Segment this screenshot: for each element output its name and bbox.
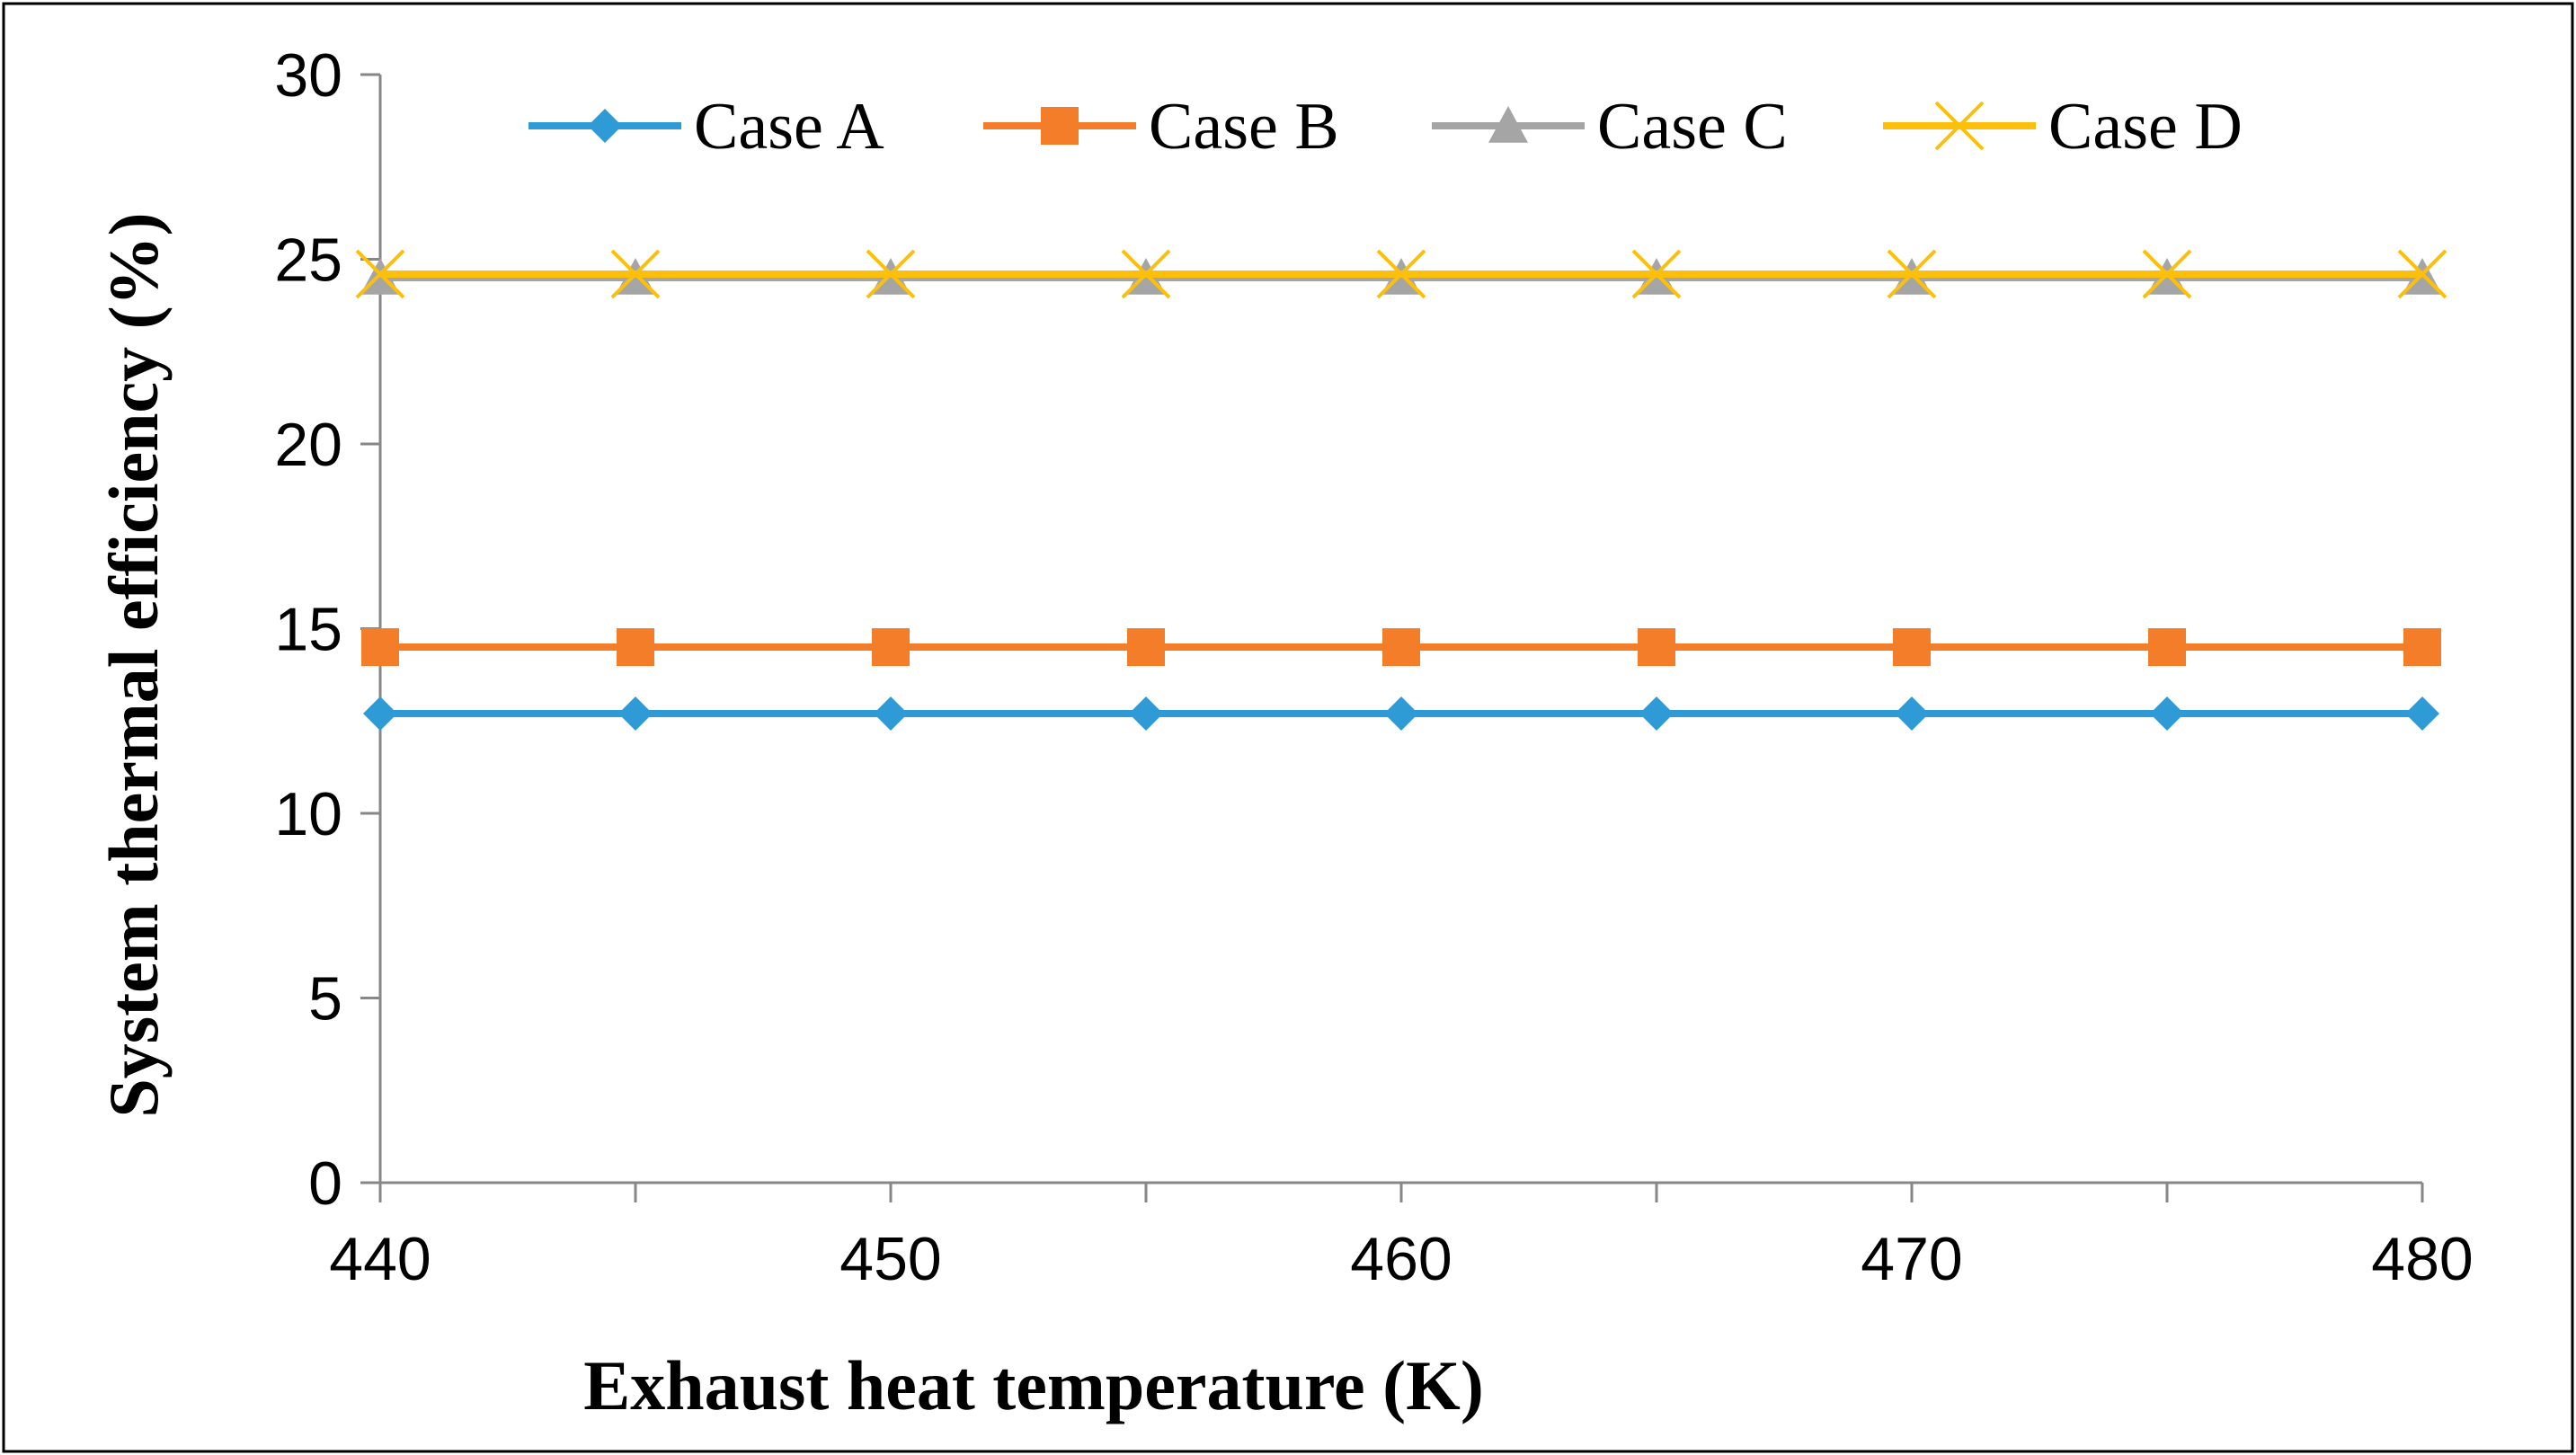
legend-label-case-d: Case D [2048, 90, 2243, 164]
y-tick-label: 15 [274, 596, 342, 664]
legend-marker-case-d [1934, 101, 1985, 151]
data-point-case-b [2403, 628, 2441, 667]
legend-item-case-a: Case A [529, 90, 884, 164]
axes: 0 5 10 15 20 25 30 440 450 460 470 480 [274, 41, 2473, 1293]
data-point-case-a [363, 696, 397, 732]
data-point-case-a [1384, 696, 1418, 732]
x-tick-label: 480 [2371, 1225, 2473, 1293]
legend-marker-case-a [588, 109, 622, 143]
data-point-case-b [617, 628, 654, 667]
series-case-b [361, 628, 2441, 667]
data-point-case-a [1895, 696, 1929, 732]
data-point-case-b [2148, 628, 2186, 667]
data-point-case-b [1127, 628, 1165, 667]
legend-item-case-d: Case D [1883, 90, 2243, 164]
data-point-case-b [1893, 628, 1931, 667]
y-tick-label: 10 [274, 780, 342, 848]
data-point-case-d [610, 249, 661, 299]
data-point-case-a [618, 696, 653, 732]
x-axis-title: Exhaust heat temperature (K) [583, 1346, 1484, 1424]
legend-label-case-c: Case C [1597, 90, 1788, 164]
data-point-case-d [1376, 249, 1426, 299]
data-point-case-d [2142, 249, 2192, 299]
data-point-case-a [1639, 696, 1674, 732]
series-case-d [355, 249, 2447, 299]
x-tick-label: 460 [1350, 1225, 1452, 1293]
series-layer [355, 249, 2447, 732]
x-tick-label: 470 [1861, 1225, 1962, 1293]
legend-marker-case-b [1041, 107, 1079, 145]
x-tick-label: 450 [839, 1225, 941, 1293]
data-point-case-b [1382, 628, 1420, 667]
data-point-case-d [1121, 249, 1171, 299]
data-point-case-b [1638, 628, 1675, 667]
y-tick-label: 25 [274, 226, 342, 295]
legend-label-case-a: Case A [694, 90, 884, 164]
data-point-case-d [866, 249, 916, 299]
data-point-case-b [872, 628, 910, 667]
legend-label-case-b: Case B [1149, 90, 1339, 164]
y-tick-label: 5 [308, 965, 342, 1034]
series-case-a [363, 696, 2439, 732]
y-tick-label: 30 [274, 41, 342, 110]
data-point-case-d [355, 249, 405, 299]
y-tick-label: 20 [274, 411, 342, 479]
data-point-case-d [1631, 249, 1682, 299]
legend-item-case-c: Case C [1432, 90, 1788, 164]
data-point-case-a [1129, 696, 1163, 732]
y-axis-title: System thermal efficiency (%) [94, 212, 173, 1117]
data-point-case-d [1887, 249, 1937, 299]
data-point-case-b [361, 628, 399, 667]
legend-item-case-b: Case B [983, 90, 1339, 164]
data-point-case-a [2405, 696, 2439, 732]
x-tick-label: 440 [329, 1225, 431, 1293]
data-point-case-d [2397, 249, 2447, 299]
data-point-case-a [874, 696, 908, 732]
data-point-case-a [2150, 696, 2184, 732]
legend: Case A Case B Case C Case D [529, 90, 2243, 164]
y-tick-label: 0 [308, 1149, 342, 1218]
legend-marker-case-c [1488, 106, 1528, 143]
